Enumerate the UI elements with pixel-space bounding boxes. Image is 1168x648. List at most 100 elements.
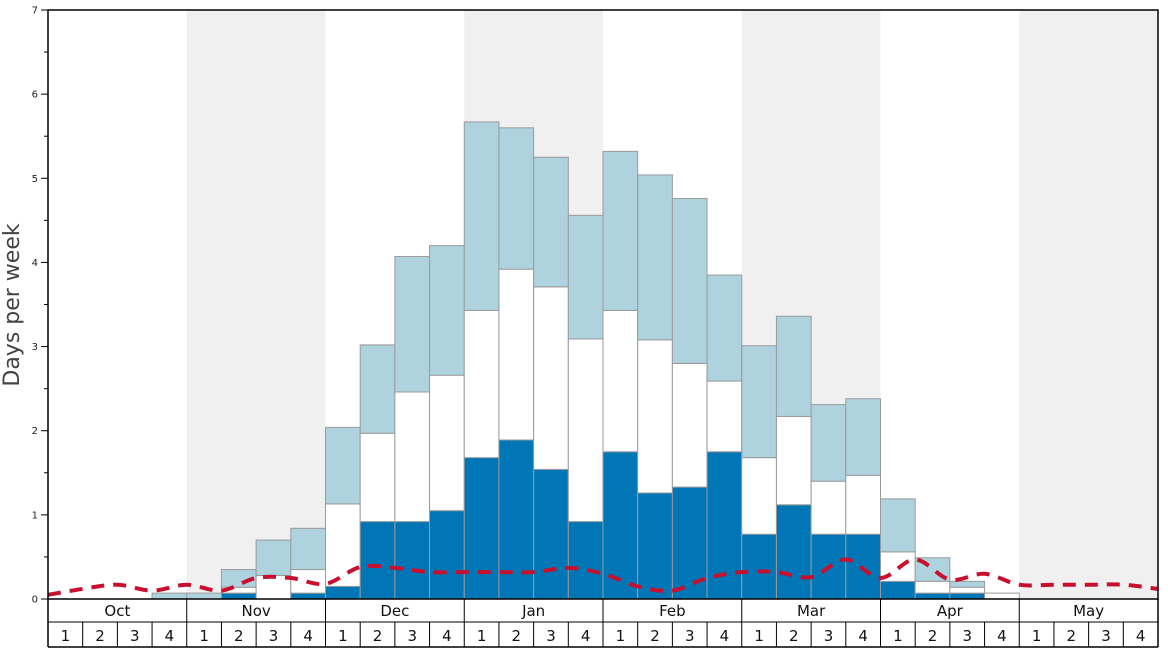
bar-s3-23 <box>845 398 881 476</box>
bar-s2-19 <box>706 380 743 453</box>
week-label: 1 <box>338 627 348 645</box>
week-label: 3 <box>546 627 556 645</box>
bar-s1-12 <box>463 457 500 600</box>
bar-s3-20 <box>741 345 777 459</box>
bar-s3-16 <box>602 150 639 311</box>
bar-s1-19 <box>706 451 743 600</box>
month-label-mar: Mar <box>797 602 826 620</box>
week-label: 2 <box>650 627 660 645</box>
y-tick-label: 1 <box>32 510 38 521</box>
week-label: 4 <box>442 627 452 645</box>
bar-s3-21 <box>775 315 812 417</box>
bar-s3-24 <box>880 498 916 553</box>
week-label: 1 <box>199 627 209 645</box>
y-tick-label: 7 <box>32 6 38 17</box>
week-label: 4 <box>858 627 868 645</box>
month-label-nov: Nov <box>241 602 270 620</box>
bar-s2-26 <box>949 586 986 594</box>
bar-s2-17 <box>637 339 673 494</box>
bar-s3-9 <box>359 344 396 434</box>
bar-s1-17 <box>637 492 673 600</box>
week-label: 1 <box>754 627 764 645</box>
week-label: 3 <box>962 627 972 645</box>
bar-s3-7 <box>290 527 326 571</box>
month-label-oct: Oct <box>104 602 130 620</box>
y-tick-label: 3 <box>32 342 38 353</box>
dashed-line <box>47 557 1159 597</box>
bar-s2-23 <box>845 474 881 535</box>
bar-s2-20 <box>741 457 777 535</box>
bar-s2-12 <box>463 309 500 459</box>
bar-s1-25 <box>914 592 951 600</box>
y-tick-label: 6 <box>32 90 38 101</box>
bar-s1-15 <box>567 521 604 600</box>
bar-s2-18 <box>671 362 708 488</box>
bar-s3-8 <box>325 426 361 505</box>
bar-s1-11 <box>429 510 465 600</box>
bar-s2-13 <box>498 268 535 441</box>
bar-s1-26 <box>949 592 986 600</box>
dashed-line-series <box>47 557 1159 597</box>
month-label-may: May <box>1073 602 1104 620</box>
week-label: 3 <box>407 627 417 645</box>
week-label: 3 <box>130 627 140 645</box>
week-label: 3 <box>824 627 834 645</box>
month-label-feb: Feb <box>659 602 686 620</box>
week-label: 2 <box>789 627 799 645</box>
week-label: 1 <box>893 627 903 645</box>
bar-s1-8 <box>325 585 361 600</box>
week-label: 2 <box>373 627 383 645</box>
bar-s1-7 <box>290 592 326 600</box>
y-axis: 0 1 2 3 4 5 6 7 <box>32 6 48 606</box>
week-label: 3 <box>1101 627 1111 645</box>
bar-s2-11 <box>429 374 465 512</box>
week-label: 4 <box>165 627 175 645</box>
month-label-apr: Apr <box>937 602 964 620</box>
bar-s1-18 <box>671 486 708 600</box>
week-label: 1 <box>61 627 71 645</box>
bar-s3-26 <box>949 580 986 588</box>
y-tick-label: 0 <box>32 595 38 606</box>
week-label: 4 <box>997 627 1007 645</box>
bar-s3-22 <box>810 404 847 482</box>
bar-s3-12 <box>463 121 500 311</box>
month-label-jan: Jan <box>521 602 545 620</box>
bar-s3-13 <box>498 127 535 270</box>
month-shade-may <box>1019 10 1158 599</box>
week-label: 4 <box>581 627 591 645</box>
week-label: 2 <box>95 627 105 645</box>
week-label: 2 <box>234 627 244 645</box>
y-axis-label: Days per week <box>0 223 25 386</box>
bar-s1-16 <box>602 451 639 600</box>
x-axis: Oct Nov Dec Jan Feb Mar Apr May 1 2 3 4 1 2 3 4 1 2 3 4 1 2 3 4… <box>47 599 1159 648</box>
bar-s1-9 <box>359 521 396 600</box>
bar-s3-11 <box>429 245 465 376</box>
bar-s2-10 <box>394 391 431 523</box>
week-label: 2 <box>1067 627 1077 645</box>
bar-s1-5 <box>220 592 257 600</box>
bar-s3-10 <box>394 256 431 393</box>
bar-s1-14 <box>533 468 569 600</box>
bar-s2-21 <box>775 415 812 506</box>
bar-s2-8 <box>325 503 361 587</box>
week-label: 1 <box>1032 627 1042 645</box>
bar-s1-24 <box>880 580 916 600</box>
bar-s3-15 <box>567 214 604 340</box>
week-label: 1 <box>616 627 626 645</box>
bar-s3-17 <box>637 174 673 341</box>
bar-s2-14 <box>533 286 569 470</box>
bar-s2-16 <box>602 309 639 453</box>
week-label: 2 <box>512 627 522 645</box>
bar-s1-21 <box>775 504 812 600</box>
y-tick-label: 2 <box>32 426 38 437</box>
week-label: 3 <box>269 627 279 645</box>
bar-s1-13 <box>498 439 535 600</box>
week-label: 4 <box>720 627 730 645</box>
month-shade-nov <box>186 10 326 599</box>
bar-series <box>151 121 1020 600</box>
plot-frame <box>47 9 1159 600</box>
y-tick-label: 4 <box>32 258 38 269</box>
bar-s3-14 <box>533 156 569 288</box>
week-label: 2 <box>928 627 938 645</box>
